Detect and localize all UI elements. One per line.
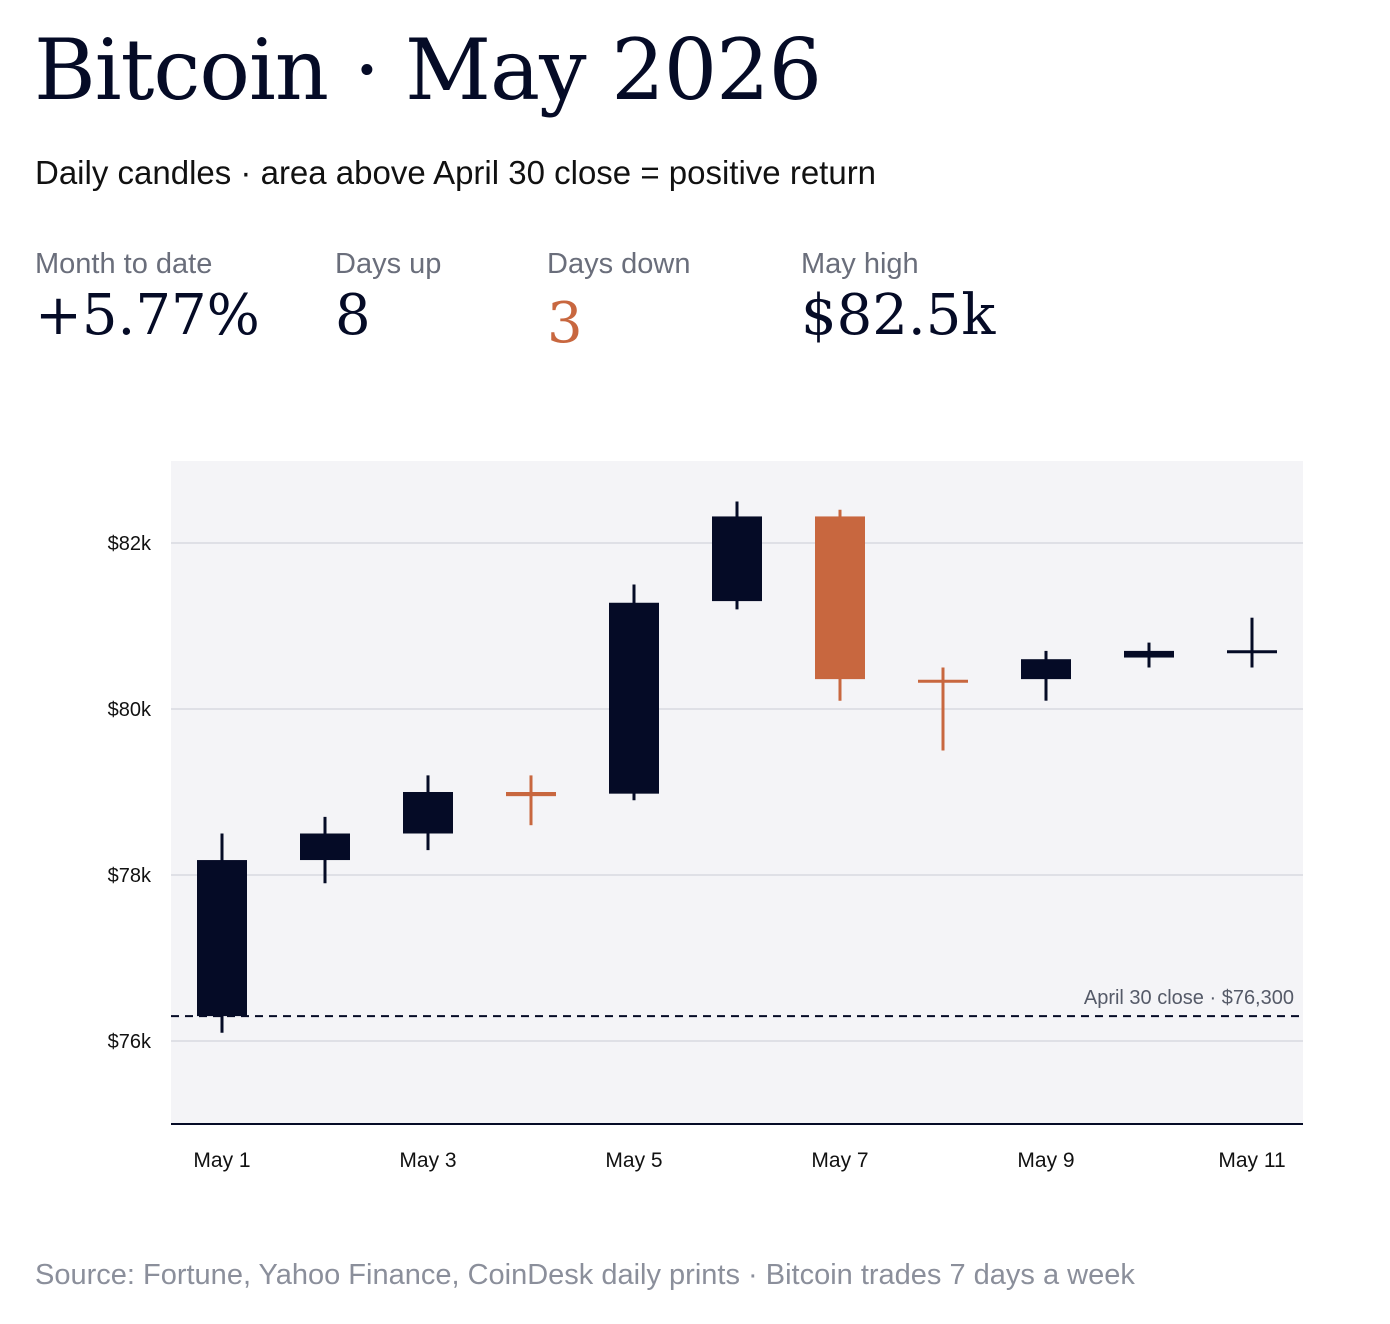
stat-label: Days down xyxy=(547,248,691,280)
stat-days-down: Days down 3 xyxy=(547,247,690,356)
stat-may-high: May high $82.5k xyxy=(801,247,995,348)
x-tick-label: May 1 xyxy=(193,1149,250,1172)
stat-value: +5.77% xyxy=(35,282,260,348)
candle-body xyxy=(403,792,453,834)
y-tick-label: $82k xyxy=(108,533,152,555)
candle-body xyxy=(300,833,350,861)
x-tick-label: May 3 xyxy=(399,1149,456,1172)
stat-label: Days up xyxy=(335,248,442,280)
candle-body xyxy=(1021,659,1071,680)
x-tick-label: May 5 xyxy=(605,1149,662,1172)
candle-body xyxy=(1124,650,1174,658)
stat-label: May high xyxy=(801,248,919,280)
y-tick-label: $80k xyxy=(108,699,152,721)
stat-value: 3 xyxy=(547,290,583,356)
candle-body xyxy=(197,860,247,1017)
stat-days-up: Days up 8 xyxy=(335,247,441,348)
candle-body xyxy=(712,516,762,602)
reference-line-label: April 30 close · $76,300 xyxy=(1084,987,1294,1009)
candle-body xyxy=(815,516,865,680)
x-tick-label: May 7 xyxy=(811,1149,868,1172)
page-subtitle: Daily candles · area above April 30 clos… xyxy=(35,154,877,191)
x-tick-label: May 9 xyxy=(1017,1149,1074,1172)
stat-month-to-date: Month to date +5.77% xyxy=(35,247,260,348)
page-title: Bitcoin · May 2026 xyxy=(34,21,822,119)
candle-body xyxy=(506,792,556,797)
candlestick-chart: $76k $78k $80k $82k April 30 close · $76,300… xyxy=(108,461,1303,1172)
stat-value: $82.5k xyxy=(801,282,996,348)
x-tick-label: May 11 xyxy=(1218,1149,1285,1172)
y-tick-label: $76k xyxy=(108,1031,152,1053)
y-tick-label: $78k xyxy=(108,865,152,887)
source-note: Source: Fortune, Yahoo Finance, CoinDesk… xyxy=(35,1259,1135,1291)
stat-label: Month to date xyxy=(35,248,213,280)
stat-value: 8 xyxy=(335,282,371,348)
candle-body xyxy=(609,602,659,794)
